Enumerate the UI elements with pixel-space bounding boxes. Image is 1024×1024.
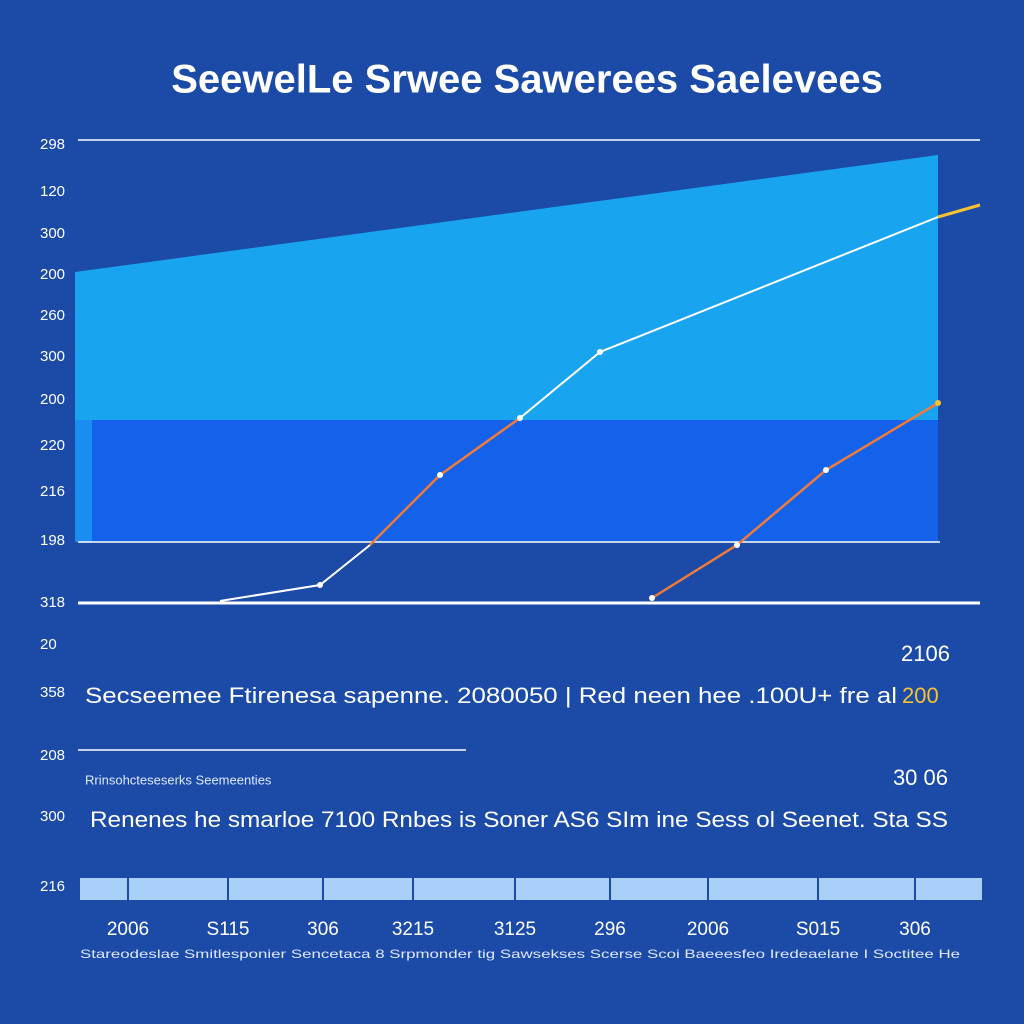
timeline-label: 2006	[107, 919, 149, 940]
area-edge	[75, 420, 92, 542]
timeline-label: 306	[899, 919, 931, 940]
description: Renenes he smarloe 7100 Rnbes is Soner A…	[90, 807, 948, 832]
summary-value: 2106	[901, 641, 950, 666]
timeline-caption: Stareodeslae Smitlesponier Sencetaca 8 S…	[80, 947, 960, 961]
lower-area	[92, 420, 938, 542]
side-label: 200	[40, 266, 65, 283]
note-value: 30 06	[893, 765, 948, 790]
side-label: 220	[40, 437, 65, 454]
timeline-bar	[80, 878, 982, 900]
timeline-label: 2006	[687, 919, 729, 940]
side-label: 260	[40, 307, 65, 324]
side-label: 208	[40, 747, 65, 764]
side-label: 358	[40, 684, 65, 701]
side-label: 318	[40, 594, 65, 611]
timeline-label: 296	[594, 919, 626, 940]
summary-text: Secseemee Ftirenesa sapenne. 2080050 | R…	[85, 683, 897, 708]
timeline-label: 306	[307, 919, 339, 940]
side-label: 298	[40, 136, 65, 153]
trend-line	[219, 544, 371, 602]
points	[317, 349, 941, 601]
side-label: 200	[40, 391, 65, 408]
side-label: 300	[40, 225, 65, 242]
trend-line	[937, 203, 981, 219]
side-label: 216	[40, 878, 65, 895]
side-label: 300	[40, 808, 65, 825]
title: SeewelLe Srwee Sawerees Saelevees	[171, 58, 883, 102]
note-text: Rrinsohcteseserks Seemeenties	[85, 772, 272, 787]
side-label: 20	[40, 636, 57, 653]
side-label: 198	[40, 532, 65, 549]
trend-line	[651, 401, 939, 600]
upper-area	[75, 155, 938, 420]
side-label: 120	[40, 183, 65, 200]
side-label: 216	[40, 483, 65, 500]
summary-highlight: 200	[902, 683, 939, 708]
timeline-label: S115	[207, 919, 250, 940]
timeline-label: 3125	[494, 919, 536, 940]
side-label: 300	[40, 348, 65, 365]
timeline-label: 3215	[392, 919, 434, 940]
timeline-label: S015	[796, 919, 840, 940]
